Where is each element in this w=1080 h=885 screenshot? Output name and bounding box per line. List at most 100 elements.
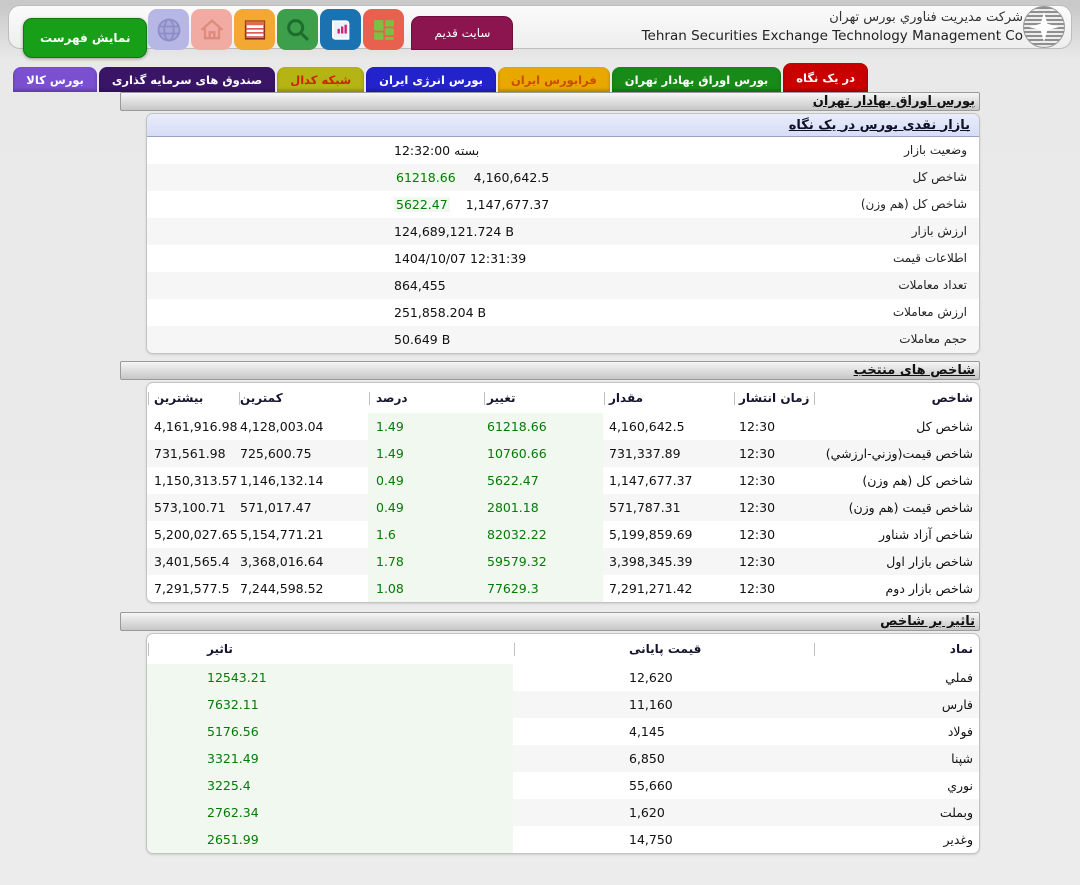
index-name: شاخص آزاد شناور <box>879 527 973 542</box>
index-change: 5622.47 <box>483 467 603 494</box>
indices-header-row: شاخص زمان انتشار مقدار تغییر درصد کمترین… <box>147 383 979 413</box>
index-change: 82032.22 <box>483 521 603 548</box>
indices-title-bar: شاخص های منتخب <box>120 361 980 380</box>
index-impact-table: نماد قیمت پایانی تاثیر فملي 12,620 12543… <box>147 634 979 853</box>
main-content: بورس اوراق بهادار تهران بازار نقدی بورس … <box>120 92 980 854</box>
tab-farabourse[interactable]: فرابورس ایران <box>497 67 610 92</box>
tse-logo-icon <box>1023 6 1065 48</box>
publish-time: 12:30 <box>739 419 776 434</box>
index-percent: 1.49 <box>368 440 483 467</box>
index-lowest: 1,146,132.14 <box>240 473 324 488</box>
selected-indices-table: شاخص زمان انتشار مقدار تغییر درصد کمترین… <box>147 383 979 602</box>
col-impact: تاثیر <box>147 634 513 664</box>
overview-label: حجم معاملات <box>899 332 967 346</box>
index-lowest: 3,368,016.64 <box>240 554 324 569</box>
tab-energy-exchange[interactable]: بورس انرژی ایران <box>366 67 496 92</box>
publish-time: 12:30 <box>739 527 776 542</box>
close-price: 4,145 <box>629 724 665 739</box>
index-name: شاخص بازار دوم <box>885 581 973 596</box>
index-value: 4,160,642.5 <box>609 419 685 434</box>
publish-time: 12:30 <box>739 500 776 515</box>
overview-row: اطلاعات قیمت 1404/10/07 12:31:39 <box>147 245 979 272</box>
symbol-name: وغدیر <box>943 832 973 847</box>
overview-row: حجم معاملات 50.649 B <box>147 326 979 353</box>
market-overview-panel: بازار نقدی بورس در یک نگاه وضعیت بازار ب… <box>146 113 980 354</box>
index-percent: 1.08 <box>368 575 483 602</box>
index-percent: 1.49 <box>368 413 483 440</box>
index-value: 3,398,345.39 <box>609 554 693 569</box>
index-value: 571,787.31 <box>609 500 681 515</box>
impact-row: نوري 55,660 3225.4 <box>147 772 979 799</box>
overview-change: 5622.47 <box>394 197 450 212</box>
impact-row: فملي 12,620 12543.21 <box>147 664 979 691</box>
overview-value: 124,689,121.724 B <box>394 224 514 239</box>
market-map-icon[interactable] <box>363 9 405 50</box>
indices-title: شاخص های منتخب <box>853 363 975 378</box>
brand: شرکت مدیریت فناوري بورس تهران Tehran Sec… <box>634 6 1071 48</box>
show-list-button[interactable]: نمایش فهرست <box>23 18 148 58</box>
index-highest: 1,150,313.57 <box>154 473 238 488</box>
impact-row: وبملت 1,620 2762.34 <box>147 799 979 826</box>
col-value: مقدار <box>603 383 733 413</box>
index-highest: 5,200,027.65 <box>154 527 238 542</box>
index-name: شاخص قیمت (هم وزن) <box>848 500 973 515</box>
table-icon[interactable] <box>234 9 276 50</box>
tab-tehran-exchange[interactable]: بورس اوراق بهادار تهران <box>611 67 782 92</box>
overview-panel-title: بازار نقدی بورس در یک نگاه <box>147 114 979 137</box>
overview-label: شاخص کل (هم وزن) <box>860 197 967 211</box>
index-value: 5,199,859.69 <box>609 527 693 542</box>
overview-value: 864,455 <box>394 278 446 293</box>
index-change: 59579.32 <box>483 548 603 575</box>
col-publish-time: زمان انتشار <box>733 383 813 413</box>
impact-value: 7632.11 <box>147 691 513 718</box>
impact-title-bar: تاثیر بر شاخص <box>120 612 980 631</box>
impact-value: 2651.99 <box>147 826 513 853</box>
index-highest: 7,291,577.5 <box>154 581 230 596</box>
overview-label: شاخص کل <box>912 170 967 184</box>
impact-row: فارس 11,160 7632.11 <box>147 691 979 718</box>
symbol-name: نوري <box>947 778 973 793</box>
symbol-name: فولاد <box>947 724 973 739</box>
tab-commodity-exchange[interactable]: بورس کالا <box>13 67 97 92</box>
overview-label: اطلاعات قیمت <box>892 251 967 265</box>
close-price: 14,750 <box>629 832 673 847</box>
top-header-bar: نمایش فهرست <box>8 5 1072 58</box>
index-value: 7,291,271.42 <box>609 581 693 596</box>
index-row: شاخص قیمت(وزني-ارزشي) 12:30 731,337.89 1… <box>147 440 979 467</box>
index-percent: 0.49 <box>368 494 483 521</box>
page-title-bar: بورس اوراق بهادار تهران <box>120 92 980 111</box>
home-icon[interactable] <box>191 9 233 50</box>
globe-icon[interactable] <box>148 9 190 50</box>
overview-label: وضعیت بازار <box>904 143 967 157</box>
col-index-name: شاخص <box>813 383 979 413</box>
overview-value: 4,160,642.5 <box>473 170 550 185</box>
book-chart-icon[interactable] <box>320 9 362 50</box>
impact-row: شپنا 6,850 3321.49 <box>147 745 979 772</box>
close-price: 6,850 <box>629 751 665 766</box>
index-lowest: 7,244,598.52 <box>240 581 324 596</box>
tab-investment-funds[interactable]: صندوق های سرمایه گذاری <box>98 67 276 92</box>
old-site-tab[interactable]: سایت قدیم <box>411 16 514 50</box>
search-icon[interactable] <box>277 9 319 50</box>
index-row: شاخص کل 12:30 4,160,642.5 61218.66 1.49 … <box>147 413 979 440</box>
impact-row: وغدیر 14,750 2651.99 <box>147 826 979 853</box>
col-symbol: نماد <box>813 634 979 664</box>
index-value: 1,147,677.37 <box>609 473 693 488</box>
tab-at-a-glance[interactable]: در یک نگاه <box>783 63 868 92</box>
index-lowest: 5,154,771.21 <box>240 527 324 542</box>
overview-row: تعداد معاملات 864,455 <box>147 272 979 299</box>
index-change: 77629.3 <box>483 575 603 602</box>
overview-row: شاخص کل (هم وزن) 1,147,677.37 5622.47 <box>147 191 979 218</box>
tab-codal-network[interactable]: شبکه کدال <box>277 67 365 92</box>
index-highest: 573,100.71 <box>154 500 226 515</box>
impact-title: تاثیر بر شاخص <box>880 614 975 629</box>
index-lowest: 725,600.75 <box>240 446 312 461</box>
overview-value: 1404/10/07 12:31:39 <box>394 251 527 266</box>
publish-time: 12:30 <box>739 473 776 488</box>
index-highest: 4,161,916.98 <box>154 419 238 434</box>
index-row: شاخص بازار دوم 12:30 7,291,271.42 77629.… <box>147 575 979 602</box>
close-price: 1,620 <box>629 805 665 820</box>
selected-indices-panel: شاخص زمان انتشار مقدار تغییر درصد کمترین… <box>146 382 980 603</box>
close-price: 11,160 <box>629 697 673 712</box>
col-change: تغییر <box>483 383 603 413</box>
